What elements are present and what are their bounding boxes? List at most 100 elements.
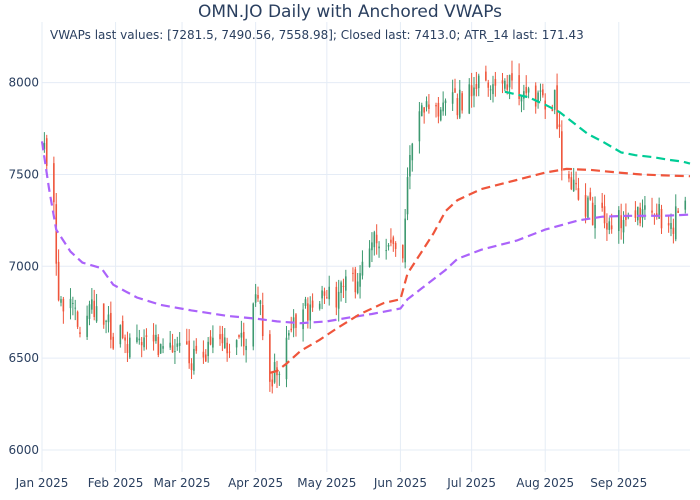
candle [152, 323, 155, 351]
candle [209, 330, 212, 346]
candle [193, 340, 195, 375]
x-tick-label: Jul 2025 [446, 476, 496, 490]
y-tick-label: 8000 [8, 76, 39, 90]
x-tick-label: Mar 2025 [154, 476, 211, 490]
y-tick-label: 7500 [8, 167, 39, 181]
x-axis: Jan 2025 Feb 2025 Mar 2025 Apr 2025 May 2025… [15, 476, 648, 490]
candle [91, 288, 93, 314]
candle [420, 102, 423, 117]
candle [674, 194, 677, 242]
candle [539, 83, 542, 101]
x-tick-label: May 2025 [297, 476, 356, 490]
candle [518, 63, 520, 106]
candle [568, 170, 570, 183]
candle [257, 286, 259, 302]
candle [162, 338, 164, 354]
candle [373, 230, 376, 256]
candle [655, 203, 658, 220]
candle [245, 338, 247, 363]
candle [456, 93, 459, 120]
candle [684, 196, 687, 214]
candle [271, 372, 274, 394]
candle [477, 73, 480, 97]
candle [62, 296, 65, 324]
candle [259, 299, 262, 316]
candle [542, 83, 544, 98]
candle [60, 296, 62, 307]
x-tick-label: Jan 2025 [15, 476, 69, 490]
candle [556, 73, 558, 130]
candle [171, 333, 174, 353]
candle [155, 324, 157, 344]
candle [352, 267, 354, 282]
candle [136, 324, 138, 344]
candle [140, 336, 143, 358]
candle [143, 329, 145, 351]
candle [473, 77, 475, 108]
candle [511, 60, 513, 90]
candle [375, 224, 378, 255]
candle [221, 325, 224, 352]
candle [121, 315, 124, 340]
candle [69, 288, 72, 320]
candle [95, 293, 98, 323]
candle [485, 65, 487, 82]
candle [202, 340, 205, 364]
candle [458, 79, 461, 119]
candle [487, 79, 490, 97]
candle [670, 213, 672, 237]
candle [326, 289, 328, 299]
candle [311, 293, 314, 312]
plot-area [42, 22, 690, 472]
candle [651, 197, 653, 216]
candle [88, 300, 91, 326]
candle [523, 84, 525, 111]
candle [304, 296, 307, 309]
candle [442, 91, 444, 116]
candle [318, 300, 321, 311]
candle [309, 296, 312, 329]
candle [587, 195, 589, 219]
candle [323, 287, 326, 304]
candle [129, 333, 131, 359]
candle [667, 214, 670, 233]
candle [406, 167, 409, 221]
candle [437, 96, 440, 124]
candle [561, 120, 563, 181]
candle [577, 177, 580, 201]
candle [392, 235, 395, 252]
candle [620, 203, 622, 240]
candle [45, 134, 48, 174]
candle [145, 328, 148, 350]
candle [252, 302, 255, 351]
candle [288, 330, 290, 340]
candle [361, 250, 364, 280]
candle [254, 283, 257, 307]
candle [112, 332, 115, 350]
candle [553, 89, 556, 115]
candle [190, 358, 193, 379]
candle [385, 238, 387, 260]
grid-lines [41, 22, 690, 472]
candle [328, 275, 331, 306]
y-axis: 6000 6500 7000 7500 8000 [8, 76, 39, 457]
candle [501, 73, 504, 94]
candle [461, 91, 463, 114]
candle [494, 71, 497, 97]
candle [335, 281, 338, 316]
candle [603, 194, 606, 229]
chart-title: OMN.JO Daily with Anchored VWAPs [198, 2, 502, 22]
candle [394, 241, 397, 257]
candle [534, 82, 537, 114]
candle [401, 244, 404, 263]
candle [570, 171, 573, 191]
candle [219, 325, 221, 346]
candle [606, 213, 608, 241]
candle [677, 208, 679, 214]
candle [368, 240, 371, 268]
candle [188, 329, 190, 369]
vwap-line-1 [40, 141, 691, 325]
candle [169, 330, 171, 350]
candle [278, 371, 281, 386]
